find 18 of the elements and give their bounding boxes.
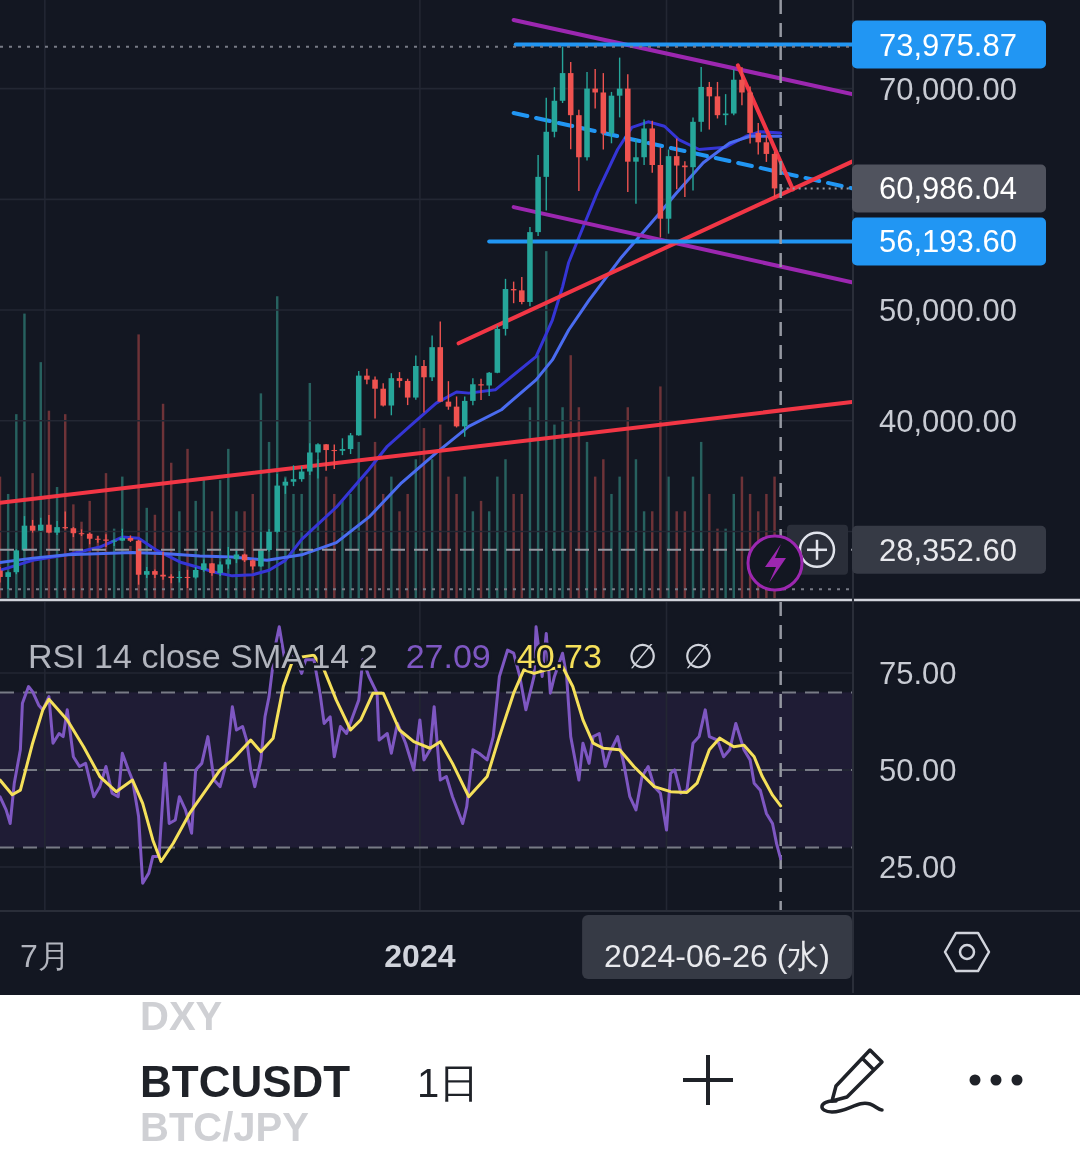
annotation: ∅ [627,637,658,675]
annotation: ∅ [683,637,714,675]
ref-line-label: 2024-06-26 (水) [604,938,830,974]
y-tick-label: 25.00 [879,849,957,885]
y-tick-label: 50,000.00 [879,293,1017,329]
x-tick-label: 2024 [384,938,456,974]
x-tick-label: 7月 [19,938,70,974]
text: 1日 [417,1061,480,1105]
annotation: 27.09 [405,637,491,675]
y-tick-label: 70,000.00 [879,71,1017,107]
y-tick-label: 40,000.00 [879,403,1017,439]
ref-line-label: 28,352.60 [879,532,1017,568]
text: BTCUSDT [140,1057,351,1106]
data-label: 56,193.60 [879,224,1017,260]
y-tick-label: 75.00 [879,655,957,691]
annotation: 60,986.04 [879,171,1017,207]
y-tick-label: 50.00 [879,752,957,788]
data-label: 73,975.87 [879,27,1017,63]
